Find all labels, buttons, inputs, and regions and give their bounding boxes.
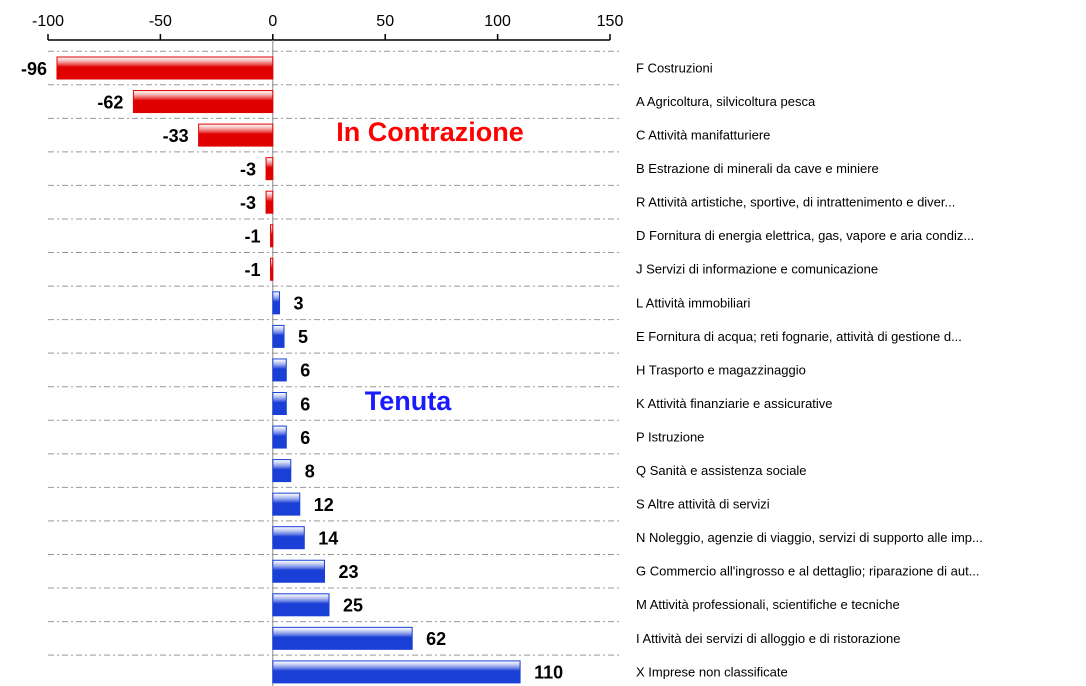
bar xyxy=(272,291,281,315)
category-label: G Commercio all'ingrosso e al dettaglio;… xyxy=(636,564,980,579)
category-label: M Attività professionali, scientifiche e… xyxy=(636,597,900,612)
value-label: -3 xyxy=(240,159,256,179)
x-tick-label: -100 xyxy=(32,13,64,30)
x-tick-label: 0 xyxy=(268,13,277,30)
bar xyxy=(270,224,274,248)
x-tick-label: -50 xyxy=(149,13,172,30)
value-label: 12 xyxy=(314,495,334,515)
category-label: D Fornitura di energia elettrica, gas, v… xyxy=(636,228,974,243)
category-label: S Altre attività di servizi xyxy=(636,497,770,512)
category-label: N Noleggio, agenzie di viaggio, servizi … xyxy=(636,530,983,545)
bar xyxy=(265,190,274,214)
value-label: -33 xyxy=(163,126,189,146)
category-label: H Trasporto e magazzinaggio xyxy=(636,362,806,377)
value-label: 25 xyxy=(343,596,363,616)
bar xyxy=(272,459,292,483)
bar xyxy=(272,392,287,415)
value-label: -3 xyxy=(240,193,256,213)
value-label: -1 xyxy=(245,227,261,247)
bar xyxy=(272,358,287,382)
category-label: C Attività manifatturiere xyxy=(636,128,770,143)
category-label: Q Sanità e assistenza sociale xyxy=(636,463,807,478)
category-label: A Agricoltura, silvicoltura pesca xyxy=(636,94,816,109)
value-label: 23 xyxy=(339,562,359,582)
category-label: J Servizi di informazione e comunicazion… xyxy=(636,262,878,277)
value-label: 6 xyxy=(300,361,310,381)
category-label: K Attività finanziarie e assicurative xyxy=(636,396,833,411)
category-label: E Fornitura di acqua; reti fognarie, att… xyxy=(636,329,962,344)
bar xyxy=(272,660,521,684)
value-label: 14 xyxy=(318,528,338,548)
value-label: -1 xyxy=(245,260,261,280)
bar xyxy=(272,626,413,650)
annotation: Tenuta xyxy=(365,386,452,416)
bar xyxy=(272,425,287,449)
category-label: F Costruzioni xyxy=(636,60,713,75)
value-label: 110 xyxy=(534,663,563,683)
bar xyxy=(272,526,305,550)
value-label: 3 xyxy=(294,294,304,314)
value-label: 8 xyxy=(305,461,315,481)
value-label: -96 xyxy=(21,59,47,79)
bar xyxy=(272,492,301,516)
value-label: -62 xyxy=(97,92,123,112)
bar xyxy=(198,123,274,147)
value-label: 62 xyxy=(426,629,446,649)
bar xyxy=(56,56,274,80)
bar xyxy=(272,593,330,617)
category-label: L Attività immobiliari xyxy=(636,295,750,310)
bar xyxy=(270,257,274,281)
x-tick-label: 50 xyxy=(376,13,394,30)
bar xyxy=(272,559,326,583)
value-label: 5 xyxy=(298,327,308,347)
category-label: R Attività artistiche, sportive, di intr… xyxy=(636,195,955,210)
value-label: 6 xyxy=(300,394,310,414)
category-label: I Attività dei servizi di alloggio e di … xyxy=(636,631,900,646)
value-label: 6 xyxy=(300,428,310,448)
category-label: B Estrazione di minerali da cave e minie… xyxy=(636,161,879,176)
annotation: In Contrazione xyxy=(336,117,524,147)
bar xyxy=(132,90,274,114)
bar xyxy=(272,324,285,348)
x-tick-label: 100 xyxy=(484,13,511,30)
x-tick-label: 150 xyxy=(597,13,624,30)
bar xyxy=(265,157,274,181)
category-label: X Imprese non classificate xyxy=(636,664,788,679)
category-label: P Istruzione xyxy=(636,429,704,444)
